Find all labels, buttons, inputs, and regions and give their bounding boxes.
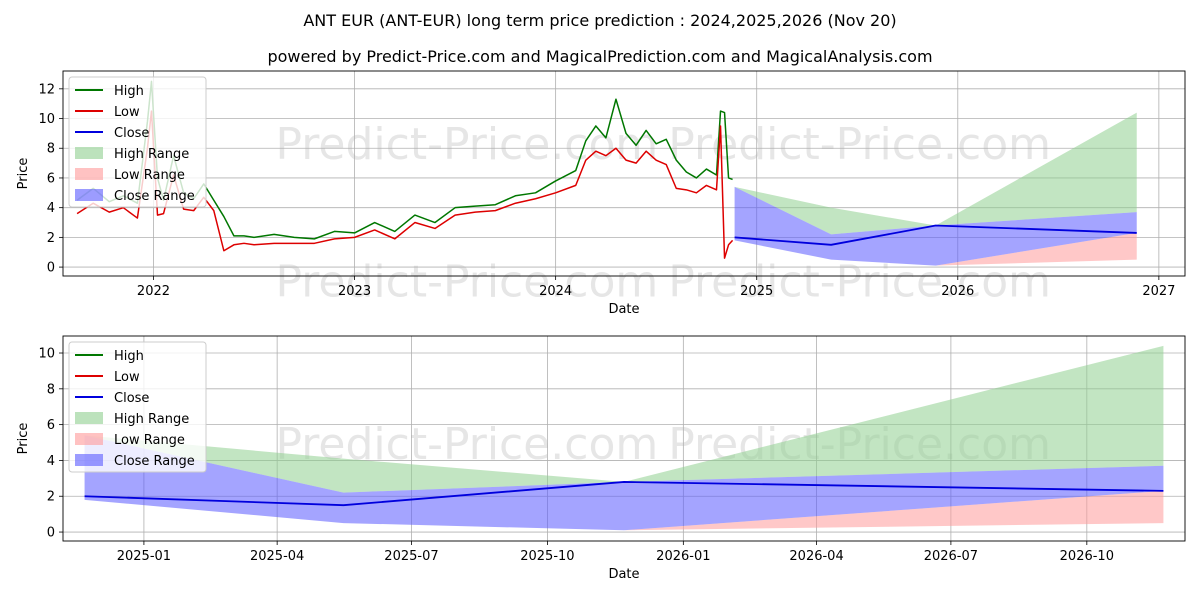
x-tick-label: 2025 (740, 284, 773, 299)
y-tick-label: 0 (47, 526, 55, 541)
legend-swatch-patch (75, 147, 103, 159)
legend-swatch-patch (75, 433, 103, 445)
watermark-text: Predict-Price.com (276, 119, 659, 170)
chart-subtitle: powered by Predict-Price.com and Magical… (267, 47, 932, 66)
x-tick-label: 2025-10 (520, 549, 574, 564)
x-tick-label: 2026-07 (924, 549, 978, 564)
y-tick-label: 4 (47, 201, 55, 216)
legend: High Low Close High Range Low Range Close Ran… (69, 77, 206, 207)
legend: High Low Close High Range Low Range Close Ran… (69, 342, 206, 472)
y-tick-label: 10 (38, 112, 55, 127)
y-tick-label: 6 (47, 171, 55, 186)
legend-label: Low Range (114, 433, 185, 448)
x-tick-label: 2025-04 (250, 549, 304, 564)
legend-label: High Range (114, 412, 189, 427)
legend-label: Low (114, 370, 140, 385)
legend-label: Low (114, 105, 140, 120)
y-tick-label: 8 (47, 382, 55, 397)
y-tick-label: 2 (47, 231, 55, 246)
x-tick-label: 2027 (1142, 284, 1175, 299)
legend-swatch-patch (75, 454, 103, 466)
x-tick-label: 2026 (941, 284, 974, 299)
legend-label: High Range (114, 147, 189, 162)
x-axis-label: Date (608, 567, 639, 582)
legend-label: High (114, 84, 144, 99)
y-axis-label: Price (16, 423, 31, 455)
y-tick-label: 2 (47, 490, 55, 505)
chart-title: ANT EUR (ANT-EUR) long term price predic… (303, 11, 896, 30)
legend-swatch-patch (75, 189, 103, 201)
x-tick-label: 2025-01 (117, 549, 171, 564)
x-tick-label: 2022 (137, 284, 170, 299)
x-tick-label: 2026-01 (656, 549, 710, 564)
y-tick-label: 12 (38, 82, 55, 97)
legend-swatch-patch (75, 412, 103, 424)
plot-area (77, 81, 1137, 265)
watermark-text: Predict-Price.com (276, 257, 659, 308)
x-tick-label: 2026-10 (1060, 549, 1114, 564)
x-tick-label: 2026-04 (789, 549, 843, 564)
y-tick-label: 4 (47, 454, 55, 469)
legend-swatch-patch (75, 168, 103, 180)
y-tick-label: 0 (47, 261, 55, 276)
legend-label: Close Range (114, 189, 195, 204)
watermark-text: Predict-Price.com (668, 257, 1051, 308)
panel-zoomed-forecast: Predict-Price.comPredict-Price.com2025-0… (16, 336, 1185, 582)
x-tick-label: 2023 (338, 284, 371, 299)
legend-label: Close Range (114, 454, 195, 469)
y-tick-label: 6 (47, 418, 55, 433)
y-tick-label: 10 (38, 347, 55, 362)
legend-label: High (114, 349, 144, 364)
y-axis-label: Price (16, 158, 31, 190)
legend-label: Close (114, 391, 149, 406)
x-tick-label: 2024 (539, 284, 572, 299)
x-tick-label: 2025-07 (384, 549, 438, 564)
y-tick-label: 8 (47, 142, 55, 157)
legend-label: Low Range (114, 168, 185, 183)
legend-label: Close (114, 126, 149, 141)
x-axis-label: Date (608, 302, 639, 317)
